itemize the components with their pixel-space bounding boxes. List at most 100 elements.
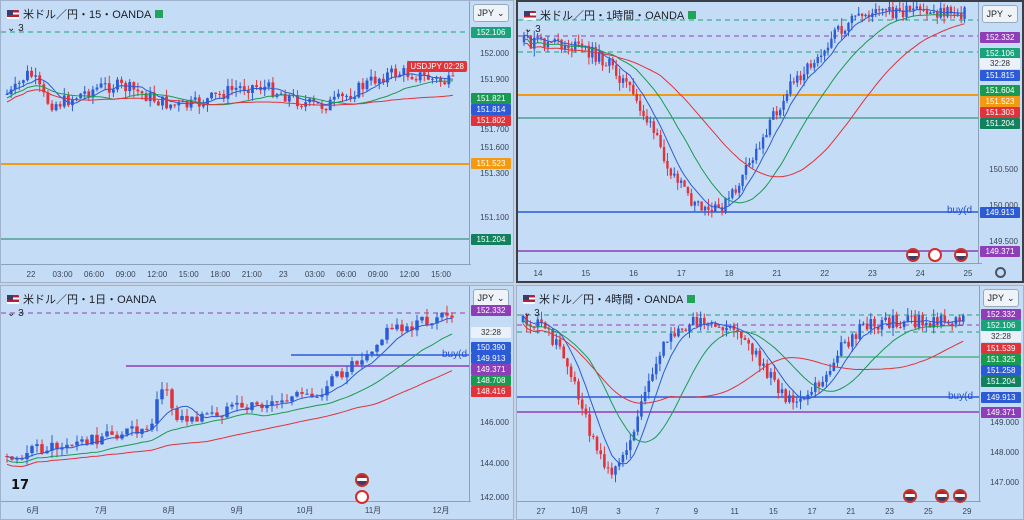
candle-body	[768, 119, 772, 136]
candle-body	[251, 85, 254, 94]
candle-body	[406, 68, 410, 77]
candle-body	[522, 35, 526, 43]
chart-panel-1h[interactable]: 米ドル／円・1時間・OANDA ⌄ 3 JPY ⌄ 152.332 152.106 1…	[516, 0, 1024, 283]
time-tick: 15:00	[178, 270, 199, 279]
price-tag: 149.913	[980, 207, 1020, 218]
time-axis[interactable]: 27 10月 3 7 9 11 15 17 21 23 25 29	[517, 501, 981, 519]
candle-body	[817, 382, 821, 387]
candle-body	[91, 89, 95, 98]
candle-body	[921, 314, 924, 326]
indicator-count: 3	[535, 24, 541, 35]
indicator-toggle[interactable]: ⌄ 3	[524, 24, 541, 35]
time-tick: 12月	[432, 506, 450, 515]
us-event-icon[interactable]	[935, 489, 949, 503]
candle-body	[888, 317, 891, 329]
candle-body	[821, 381, 824, 387]
candle-body	[710, 209, 714, 212]
candle-body	[785, 94, 789, 101]
time-axis[interactable]: 14 15 16 17 18 21 22 23 24 25	[518, 263, 982, 281]
currency-label: JPY	[987, 293, 1004, 303]
time-axis[interactable]: 22 03:00 06:00 09:00 12:00 15:00 18:00 21:00 23 0…	[1, 264, 471, 282]
us-event-icon[interactable]	[954, 248, 968, 262]
us-event-icon[interactable]	[953, 489, 967, 503]
candle-body	[340, 371, 344, 378]
candle-body	[874, 9, 877, 14]
candle-body	[802, 74, 806, 81]
candle-body	[402, 68, 406, 75]
currency-label: JPY	[477, 293, 494, 303]
price-plot-1h[interactable]	[518, 2, 982, 265]
candle-body	[690, 193, 693, 206]
candle-body	[898, 8, 901, 11]
price-plot-1d[interactable]	[1, 286, 471, 503]
candle-body	[201, 104, 205, 107]
price-plot-15m[interactable]	[1, 1, 471, 266]
jp-event-icon[interactable]	[928, 248, 942, 262]
us-event-icon[interactable]	[355, 473, 369, 487]
candle-body	[645, 116, 649, 123]
candle-body	[802, 398, 806, 400]
candle-body	[632, 84, 635, 95]
candle-body	[592, 435, 595, 437]
price-axis[interactable]: JPY ⌄ 152.106 151.821 151.814 151.802 151.523…	[469, 1, 513, 282]
price-tag: 151.204	[471, 234, 511, 245]
time-axis[interactable]: 6月 7月 8月 9月 10月 11月 12月	[1, 501, 471, 519]
price-axis[interactable]: JPY ⌄ 152.332 150.390 149.913 149.371 148.708…	[469, 286, 513, 519]
gear-icon[interactable]	[995, 267, 1006, 278]
candle-body	[21, 80, 25, 83]
ma-mid-line	[523, 14, 965, 204]
candle-body	[828, 371, 832, 375]
time-tick: 6月	[26, 506, 40, 515]
candle-body	[46, 92, 50, 104]
candle-body	[854, 334, 858, 339]
candle-body	[714, 323, 717, 327]
candle-body	[789, 81, 792, 95]
us-event-icon[interactable]	[906, 248, 920, 262]
time-tick: 11	[730, 507, 739, 516]
candle-body	[765, 363, 769, 378]
candle-body	[580, 399, 584, 409]
candle-body	[651, 374, 654, 381]
candle-body	[625, 78, 628, 82]
tradingview-logo[interactable]: 17	[11, 478, 30, 493]
candle-body	[741, 174, 744, 186]
candle-body	[761, 137, 765, 149]
indicator-toggle[interactable]: ⌄ 3	[523, 308, 540, 319]
price-axis[interactable]: JPY ⌄ 152.332 152.106 151.539 151.325 151.258…	[979, 286, 1023, 519]
candle-body	[283, 93, 287, 102]
price-tick: 151.700	[480, 125, 509, 134]
candle-body	[777, 379, 780, 394]
chart-panel-15m[interactable]: 米ドル／円・15・OANDA ⌄ 3 JPY ⌄ 152.106 151.821 15…	[0, 0, 514, 283]
indicator-toggle[interactable]: ⌄ 3	[7, 308, 24, 319]
currency-selector[interactable]: JPY ⌄	[982, 5, 1018, 23]
chart-panel-1d[interactable]: 米ドル／円・1日・OANDA ⌄ 3 JPY ⌄ 152.332 150.390 14…	[0, 285, 514, 520]
candle-body	[958, 317, 961, 322]
candle-body	[345, 371, 349, 378]
currency-selector[interactable]: JPY ⌄	[473, 289, 509, 307]
countdown-tag: 32:28	[980, 58, 1020, 69]
chart-panel-4h[interactable]: 米ドル／円・4時間・OANDA ⌄ 3 JPY ⌄ 152.332 152.106 1…	[516, 285, 1024, 520]
price-tag: 152.106	[980, 48, 1020, 59]
price-tick: 149.000	[990, 418, 1019, 427]
candle-body	[385, 327, 389, 340]
us-event-icon[interactable]	[903, 489, 917, 503]
candle-body	[659, 134, 662, 148]
indicator-toggle[interactable]: ⌄ 3	[7, 23, 24, 34]
price-plot-4h[interactable]	[517, 286, 981, 503]
currency-selector[interactable]: JPY ⌄	[473, 4, 509, 22]
countdown-tag: 32:28	[471, 327, 511, 338]
price-tick: 149.500	[989, 237, 1018, 246]
candle-body	[773, 371, 776, 380]
price-tag: 148.416	[471, 386, 511, 397]
price-tag: 149.913	[471, 353, 511, 364]
jp-event-icon[interactable]	[355, 490, 369, 504]
candle-body	[669, 333, 673, 342]
indicator-count: 3	[18, 308, 24, 319]
candle-body	[860, 13, 864, 17]
price-axis[interactable]: JPY ⌄ 152.332 152.106 151.815 151.604 151.523…	[978, 2, 1022, 281]
candle-body	[758, 148, 761, 150]
candle-body	[658, 355, 662, 364]
candle-body	[717, 326, 721, 328]
currency-selector[interactable]: JPY ⌄	[983, 289, 1019, 307]
price-tag: 151.325	[981, 354, 1021, 365]
